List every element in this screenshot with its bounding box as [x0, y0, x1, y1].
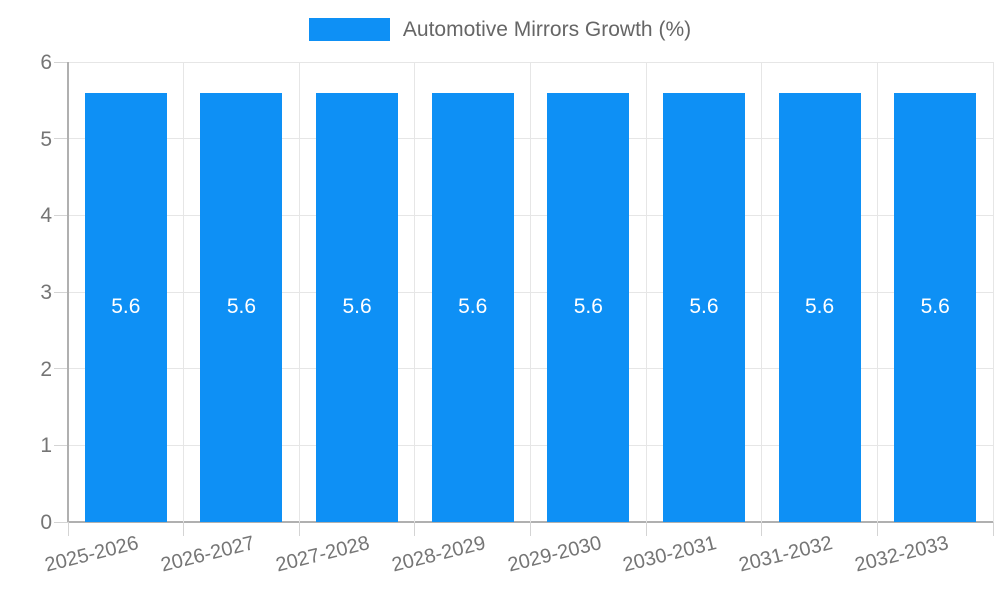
bar[interactable] — [431, 92, 514, 522]
y-axis-line — [67, 62, 69, 522]
x-axis-tick — [876, 522, 878, 536]
legend-item[interactable]: Automotive Mirrors Growth (%) — [308, 18, 692, 41]
y-tick-label: 4 — [40, 204, 52, 228]
legend-swatch — [308, 18, 390, 41]
x-gridline — [298, 62, 300, 522]
x-tick-label: 2027-2028 — [274, 532, 373, 577]
x-axis-tick — [67, 522, 69, 536]
y-tick-label: 0 — [40, 511, 52, 534]
y-axis-tick — [54, 214, 68, 216]
bar[interactable] — [316, 92, 399, 522]
x-axis-tick — [530, 522, 531, 536]
y-axis-tick — [54, 368, 68, 370]
y-axis-tick — [54, 444, 68, 446]
x-tick-label: 2028-2029 — [389, 532, 488, 577]
x-tick-label: 2029-2030 — [505, 532, 604, 577]
x-tick-label: 2030-2031 — [620, 532, 720, 577]
bar-value-label: 5.6 — [689, 295, 719, 319]
bar[interactable] — [662, 92, 745, 522]
x-axis-tick — [414, 522, 416, 536]
y-tick-label: 2 — [40, 357, 52, 381]
x-gridline — [183, 62, 185, 522]
x-gridline — [992, 62, 994, 522]
bar-value-label: 5.6 — [458, 295, 488, 319]
bar-value-label: 5.6 — [226, 295, 257, 319]
y-axis-tick — [54, 521, 68, 523]
y-axis-tick — [54, 291, 68, 293]
legend-label: Automotive Mirrors Growth (%) — [402, 18, 692, 41]
bar[interactable] — [894, 92, 977, 522]
x-axis-tick — [645, 522, 647, 536]
x-tick-label: 2032-2033 — [852, 532, 951, 577]
x-tick-label: 2026-2027 — [158, 532, 257, 577]
bar[interactable] — [200, 92, 283, 522]
x-axis-tick — [761, 522, 763, 536]
bar-value-label: 5.6 — [920, 295, 950, 319]
x-gridline — [761, 62, 763, 522]
x-gridline — [876, 62, 878, 522]
x-gridline — [530, 62, 531, 522]
y-tick-label: 1 — [40, 434, 52, 458]
bar-value-label: 5.6 — [111, 295, 141, 319]
y-tick-label: 3 — [40, 281, 52, 304]
bar-value-label: 5.6 — [573, 295, 603, 319]
x-tick-label: 2025-2026 — [42, 532, 141, 577]
bar[interactable] — [547, 92, 630, 522]
bar-value-label: 5.6 — [342, 295, 372, 319]
x-axis-tick — [992, 522, 994, 536]
y-tick-label: 5 — [40, 127, 52, 151]
x-axis-tick — [183, 522, 185, 536]
y-axis-tick — [54, 61, 68, 63]
x-gridline — [645, 62, 647, 522]
y-tick-label: 6 — [40, 51, 52, 74]
x-tick-label: 2031-2032 — [736, 532, 835, 577]
y-axis-tick — [54, 138, 68, 140]
chart-legend: Automotive Mirrors Growth (%) — [0, 18, 1000, 41]
x-gridline — [414, 62, 416, 522]
bar-value-label: 5.6 — [804, 295, 835, 319]
bar[interactable] — [778, 92, 861, 522]
x-axis-tick — [298, 522, 300, 536]
bar[interactable] — [84, 92, 167, 522]
